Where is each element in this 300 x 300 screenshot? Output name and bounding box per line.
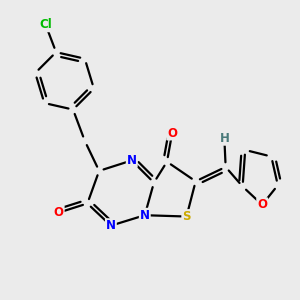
- Text: O: O: [257, 198, 267, 211]
- Text: S: S: [182, 210, 191, 223]
- Text: N: N: [140, 209, 150, 222]
- Text: Cl: Cl: [39, 18, 52, 31]
- Text: N: N: [106, 219, 116, 232]
- Text: N: N: [127, 154, 137, 167]
- Text: O: O: [54, 206, 64, 219]
- Text: H: H: [219, 132, 229, 145]
- Text: O: O: [167, 127, 177, 140]
